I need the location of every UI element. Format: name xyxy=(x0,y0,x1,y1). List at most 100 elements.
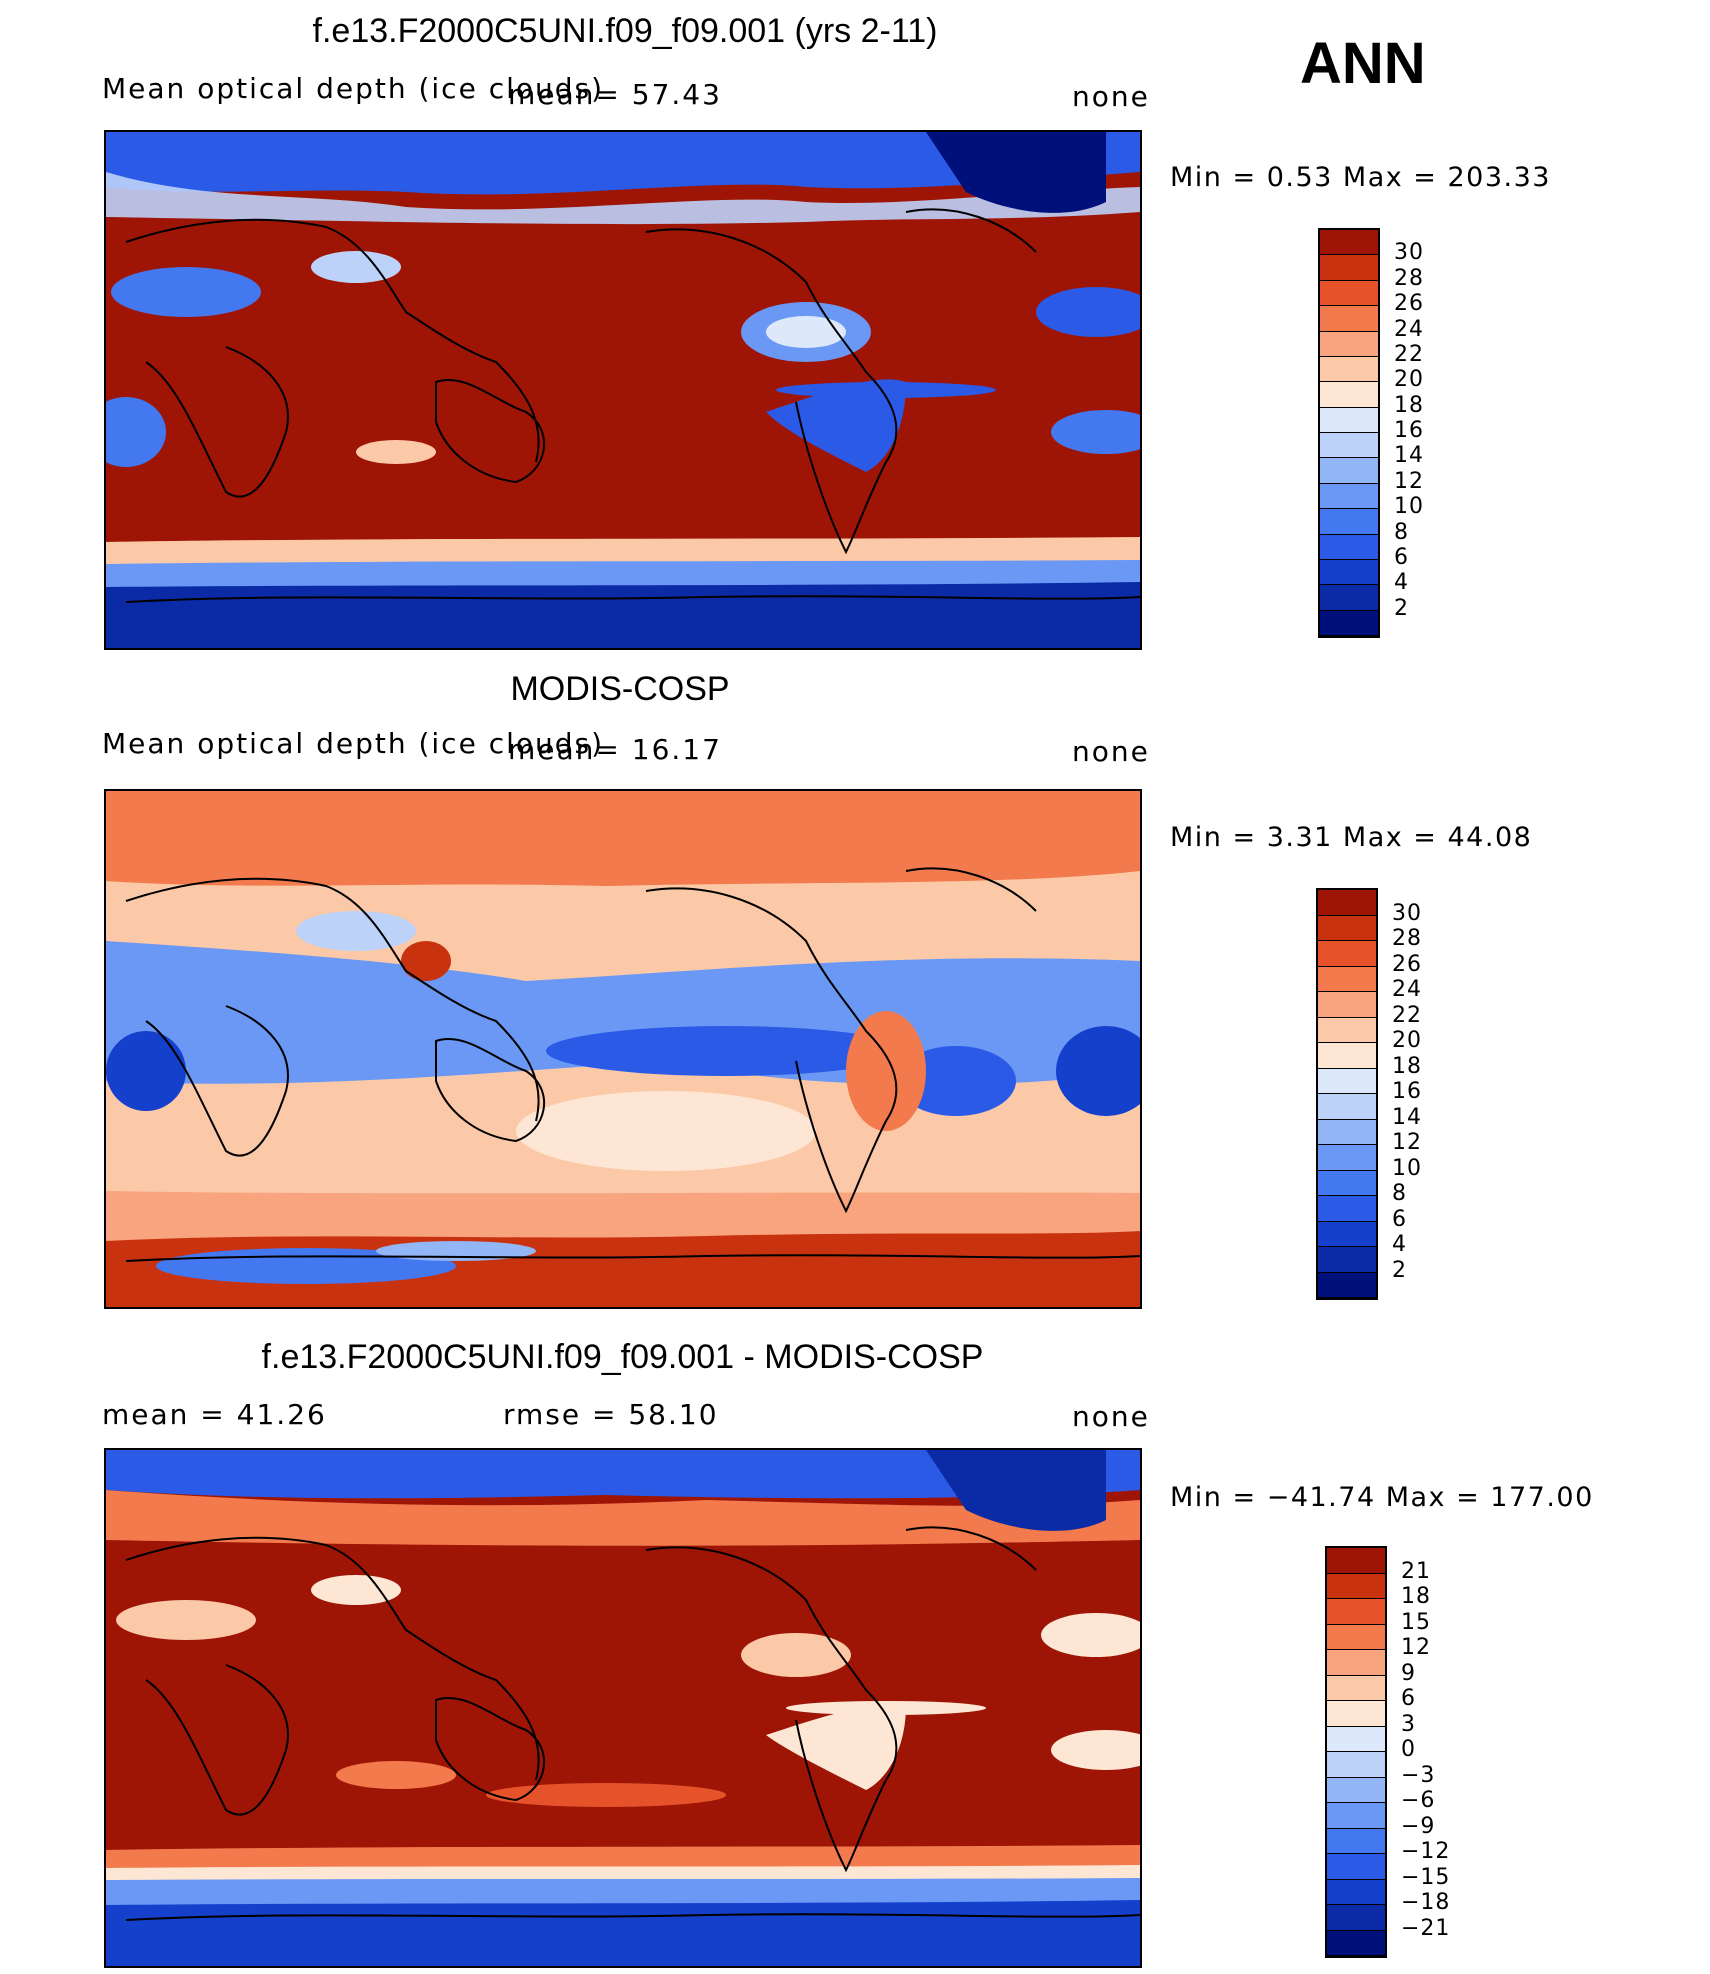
colorbar xyxy=(1318,228,1380,638)
colorbar-segment xyxy=(1320,585,1378,611)
mean-label: mean = 41.26 xyxy=(102,1398,327,1431)
min-max-label: Min = 0.53 Max = 203.33 xyxy=(1170,162,1551,193)
mean-label: mean= 16.17 xyxy=(508,733,722,766)
colorbar-segment xyxy=(1318,1094,1376,1120)
colorbar-tick-label: 16 xyxy=(1392,1079,1422,1104)
colorbar-tick-label: 2 xyxy=(1392,1257,1407,1283)
colorbar-segment xyxy=(1318,1170,1376,1196)
colorbar-tick-label: 20 xyxy=(1394,367,1424,393)
colorbar-tick-label: 6 xyxy=(1401,1686,1416,1711)
panel-title: f.e13.F2000C5UNI.f09_f09.001 - MODIS-COS… xyxy=(261,1338,984,1376)
colorbar-tick-label: 12 xyxy=(1401,1635,1431,1660)
colorbar-segment xyxy=(1318,1196,1376,1222)
colorbar-segment xyxy=(1318,890,1376,916)
colorbar-segment xyxy=(1327,1726,1385,1752)
colorbar-tick-label: 10 xyxy=(1392,1155,1422,1181)
colorbar-segment xyxy=(1320,458,1378,484)
variable-label: Mean optical depth (ice clouds) xyxy=(102,727,605,760)
colorbar-segment xyxy=(1318,1043,1376,1069)
colorbar-segment xyxy=(1318,1119,1376,1145)
colorbar-segment xyxy=(1320,230,1378,256)
colorbar-tick-label: 20 xyxy=(1392,1028,1422,1053)
colorbar-segment xyxy=(1318,915,1376,941)
colorbar-tick-label: −12 xyxy=(1401,1839,1451,1864)
colorbar-segment xyxy=(1327,1599,1385,1625)
colorbar-segment xyxy=(1327,1930,1385,1956)
colorbar-tick-label: −21 xyxy=(1401,1915,1451,1941)
colorbar-segment xyxy=(1320,407,1378,433)
colorbar-tick-label: 14 xyxy=(1394,443,1424,469)
colorbar-tick-label: 2 xyxy=(1394,595,1409,621)
panel-title: f.e13.F2000C5UNI.f09_f09.001 (yrs 2-11) xyxy=(312,12,938,50)
colorbar-tick-label: 18 xyxy=(1394,392,1424,418)
colorbar-segment xyxy=(1318,1017,1376,1043)
min-max-label: Min = −41.74 Max = 177.00 xyxy=(1170,1482,1594,1513)
units-label: none xyxy=(1072,1400,1150,1433)
colorbar-tick-label: 26 xyxy=(1394,291,1424,317)
colorbar-segment xyxy=(1320,534,1378,560)
colorbar-tick-label: 22 xyxy=(1392,1002,1422,1028)
colorbar-segment xyxy=(1318,1272,1376,1298)
colorbar-segment xyxy=(1320,433,1378,459)
variable-label: Mean optical depth (ice clouds) xyxy=(102,72,605,105)
colorbar-tick-label: −3 xyxy=(1401,1762,1436,1788)
colorbar-segment xyxy=(1327,1879,1385,1905)
colorbar-tick-label: 26 xyxy=(1392,951,1422,977)
mean-label: mean= 57.43 xyxy=(508,78,722,111)
colorbar-tick-label: 12 xyxy=(1392,1130,1422,1155)
colorbar-segment xyxy=(1318,1068,1376,1094)
colorbar-segment xyxy=(1318,1247,1376,1273)
colorbar-tick-label: 30 xyxy=(1394,240,1424,266)
colorbar-tick-label: 6 xyxy=(1394,544,1409,570)
colorbar-tick-label: −15 xyxy=(1401,1864,1451,1890)
units-label: none xyxy=(1072,735,1150,768)
panel-title: MODIS-COSP xyxy=(510,670,730,708)
colorbar-segment xyxy=(1320,306,1378,332)
colorbar-segment xyxy=(1320,280,1378,307)
colorbar-tick-label: 15 xyxy=(1401,1609,1431,1635)
colorbar-tick-label: −18 xyxy=(1401,1890,1451,1915)
colorbar-segment xyxy=(1327,1803,1385,1829)
colorbar-tick-label: 9 xyxy=(1401,1660,1416,1686)
colorbar-tick-label: 30 xyxy=(1392,900,1422,926)
colorbar-tick-label: 24 xyxy=(1392,977,1422,1002)
colorbar-segment xyxy=(1327,1752,1385,1778)
map-observations xyxy=(104,789,1142,1309)
colorbar-segment xyxy=(1327,1573,1385,1599)
colorbar-tick-label: 18 xyxy=(1401,1584,1431,1609)
map-difference xyxy=(104,1448,1142,1968)
colorbar-segment xyxy=(1318,1221,1376,1247)
colorbar-segment xyxy=(1327,1828,1385,1854)
colorbar-segment xyxy=(1320,483,1378,510)
units-label: none xyxy=(1072,80,1150,113)
colorbar-segment xyxy=(1327,1777,1385,1803)
colorbar-tick-label: 28 xyxy=(1394,265,1424,291)
colorbar xyxy=(1325,1546,1387,1958)
map-model xyxy=(104,130,1142,650)
colorbar-tick-label: 16 xyxy=(1394,418,1424,443)
colorbar-tick-label: 21 xyxy=(1401,1558,1431,1584)
colorbar-segment xyxy=(1320,509,1378,535)
colorbar-segment xyxy=(1318,992,1376,1018)
colorbar-segment xyxy=(1318,941,1376,967)
colorbar-tick-label: 8 xyxy=(1392,1181,1407,1206)
colorbar-tick-label: 18 xyxy=(1392,1053,1422,1079)
colorbar-tick-label: 14 xyxy=(1392,1104,1422,1130)
season-label: ANN xyxy=(1300,31,1426,96)
colorbar-tick-label: 6 xyxy=(1392,1206,1407,1232)
colorbar xyxy=(1316,888,1378,1300)
min-max-label: Min = 3.31 Max = 44.08 xyxy=(1170,822,1533,853)
colorbar-tick-label: 8 xyxy=(1394,519,1409,545)
colorbar-segment xyxy=(1320,382,1378,408)
colorbar-segment xyxy=(1320,356,1378,383)
colorbar-tick-label: 3 xyxy=(1401,1711,1416,1737)
colorbar-tick-label: 28 xyxy=(1392,926,1422,951)
colorbar-tick-label: 0 xyxy=(1401,1737,1416,1762)
colorbar-tick-label: 22 xyxy=(1394,341,1424,367)
colorbar-segment xyxy=(1320,559,1378,586)
colorbar-segment xyxy=(1327,1548,1385,1574)
colorbar-segment xyxy=(1327,1905,1385,1931)
colorbar-tick-label: −6 xyxy=(1401,1788,1436,1813)
colorbar-segment xyxy=(1318,1145,1376,1171)
colorbar-tick-label: 4 xyxy=(1392,1232,1407,1257)
